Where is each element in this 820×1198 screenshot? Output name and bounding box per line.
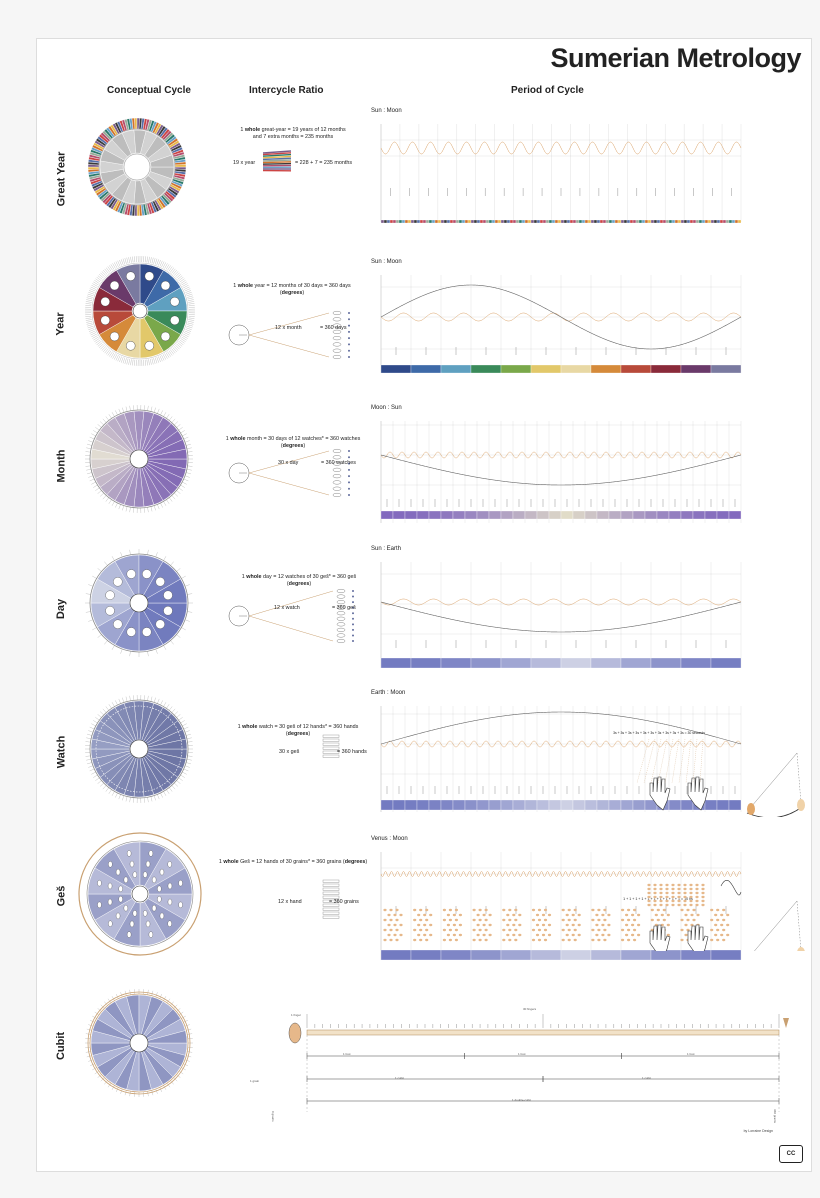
ruler-grain-label: 1 grain (250, 1079, 260, 1083)
row-label-great-year: Great Year (55, 151, 67, 207)
ges-period-panel: Venus : Moon (371, 836, 746, 970)
great-year-equation: 1 whole great-year = 19 years of 12 mont… (240, 127, 346, 141)
day-panel-title: Sun : Earth (371, 546, 402, 552)
year-period-panel: Sun : Moon (371, 259, 746, 387)
year-equation: 1 whole year = 12 months of 30 days = 36… (233, 283, 351, 297)
ges-seconds-line: 1 + 1 + 1 + 1 + 1 + 1 + 1 + 1 + 1 + 1 = … (623, 897, 693, 901)
month-formula-right: = 360 watches (321, 460, 356, 466)
ges-wheel (78, 832, 202, 956)
great-year-formula-right: = 228 + 7 = 235 months (295, 160, 353, 166)
watch-wheel (85, 695, 193, 803)
month-wheel (85, 405, 193, 513)
ruler-foot-label-3: 1 foot (687, 1052, 695, 1056)
watch-seconds-line: 3s + 3s + 3s + 3s + 3s + 3s + 3s + 3s + … (613, 731, 705, 735)
year-panel-title: Sun : Moon (371, 259, 402, 265)
row-label-cubit: Cubit (55, 1031, 68, 1061)
day-formula-right: = 360 geš (332, 605, 356, 611)
ruler-double-cubit-label: 1 double-cubit (512, 1098, 531, 1102)
month-ratio-diagram (228, 448, 350, 498)
day-formula-left: 12 x watch (274, 605, 300, 611)
watch-formula-right: = 360 hands (337, 749, 367, 755)
row-label-day: Day (55, 598, 67, 620)
row-label-watch: Watch (55, 735, 67, 769)
great-year-panel-title: Sun : Moon (371, 108, 402, 114)
ges-formula-left: 12 x hand (278, 899, 302, 905)
ges-formula-right: = 360 grains (329, 899, 359, 905)
ruler-cubit-label-1: 1 cubit (395, 1076, 404, 1080)
ges-equation: 1 whole Geš = 12 hands of 30 grains* = 3… (218, 859, 368, 865)
great-year-wheel (87, 117, 187, 217)
ruler-grains-left: 0 grains (271, 1111, 275, 1122)
watch-hands-illustration (636, 739, 805, 817)
column-header-conceptual: Conceptual Cycle (107, 85, 191, 96)
column-header-ratio: Intercycle Ratio (249, 85, 324, 96)
year-ratio-diagram (228, 310, 350, 360)
ges-hands-illustration (647, 883, 805, 951)
ruler-foot-label-2: 1 foot (518, 1052, 526, 1056)
year-formula-left: 12 x month (275, 325, 302, 331)
cubit-wheel (85, 989, 193, 1097)
great-year-period-panel: Sun : Moon (371, 108, 746, 234)
year-formula-right: = 360 days (320, 325, 347, 331)
cubit-ruler (288, 1014, 789, 1112)
ruler-cubit-label-2: 1 cubit (642, 1076, 651, 1080)
ruler-30-fingers-label: 30 fingers (523, 1007, 537, 1011)
day-wheel (85, 549, 193, 657)
row-label-month: Month (55, 449, 68, 483)
cc-license-icon: CC (779, 1145, 803, 1163)
ges-panel-title: Venus : Moon (371, 836, 408, 842)
ruler-finger-label: 1 finger (291, 1013, 302, 1017)
row-label-ges: Geš (55, 885, 68, 907)
watch-panel-title: Earth : Moon (371, 690, 406, 696)
month-formula-left: 30 x day (278, 460, 299, 466)
page-title: Sumerian Metrology (550, 43, 801, 73)
month-equation: 1 whole month = 30 days of 12 watches* =… (225, 436, 361, 450)
watch-formula-left: 30 x geš (279, 749, 300, 755)
month-period-panel: Moon : Sun (371, 405, 746, 533)
ges-ratio-diagram (322, 879, 340, 919)
row-label-year: Year (55, 312, 67, 336)
ruler-foot-label-1: 1 foot (343, 1052, 351, 1056)
day-equation: 1 whole day = 12 watches of 30 geš* = 36… (241, 574, 357, 588)
credit: by Lorraine Design (743, 1129, 773, 1133)
day-ratio-diagram (228, 588, 354, 644)
year-wheel (85, 256, 195, 366)
month-panel-title: Moon : Sun (371, 405, 402, 411)
watch-equation: 1 whole watch = 30 geš of 12 hands* = 36… (237, 724, 359, 738)
column-header-period: Period of Cycle (511, 85, 584, 96)
great-year-strip-bundle (262, 150, 292, 172)
watch-ratio-diagram (322, 734, 340, 758)
ruler-grains-right: 360 grains (773, 1109, 777, 1124)
poster: Sumerian Metrology Conceptual Cycle Inte… (36, 38, 812, 1172)
great-year-formula-left: 19 x year (233, 160, 256, 166)
day-period-panel: Sun : Earth (371, 546, 746, 678)
